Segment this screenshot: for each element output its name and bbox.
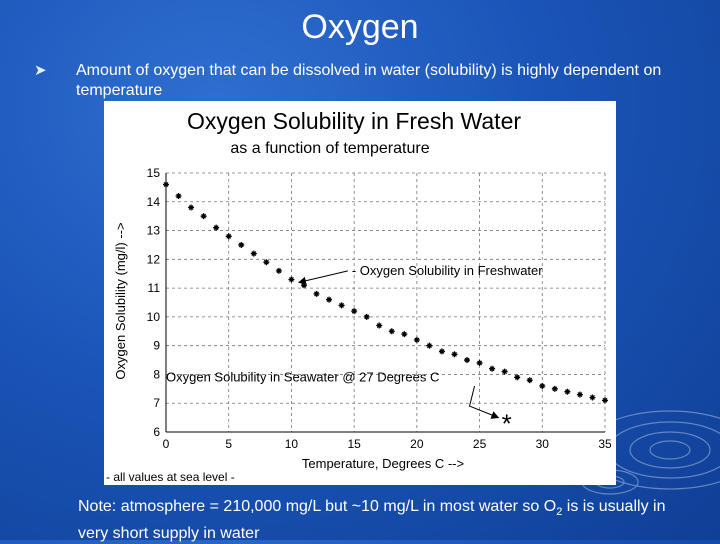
- data-point: [213, 224, 220, 231]
- data-point: [175, 193, 182, 200]
- x-tick-label: 20: [410, 437, 424, 451]
- x-tick-label: 35: [598, 437, 612, 451]
- data-point: [602, 397, 608, 404]
- data-point: [576, 391, 583, 398]
- data-point: [526, 377, 533, 384]
- chart-subtitle: as a function of temperature: [230, 140, 429, 157]
- y-tick-label: 8: [153, 367, 160, 381]
- data-point: [338, 302, 345, 309]
- data-point: [539, 382, 546, 389]
- data-point: [238, 241, 245, 248]
- data-point: [564, 388, 571, 395]
- seawater-annotation-arrow: [468, 385, 500, 419]
- data-point: [551, 385, 558, 392]
- data-point: [313, 290, 320, 297]
- data-point: [275, 267, 282, 274]
- data-point: [263, 259, 270, 266]
- data-point: [426, 342, 433, 349]
- y-tick-label: 7: [153, 396, 160, 410]
- data-point: [188, 204, 195, 211]
- tick-labels: 0 5 10 15 20 25 30 35 6 7 8 9 10 11 12 13 14 15: [147, 166, 612, 451]
- note-text-start: Note: atmosphere = 210,000 mg/L but ~10 …: [78, 498, 557, 515]
- freshwater-annotation: - Oxygen Solubility in Freshwater: [352, 263, 543, 278]
- seawater-point-marker: *: [502, 408, 512, 438]
- data-point: [250, 250, 257, 257]
- y-tick-label: 14: [147, 195, 161, 209]
- data-point: [514, 374, 521, 381]
- data-point: [300, 282, 307, 289]
- note-text-end: is is usually in very short supply in wa…: [78, 498, 666, 543]
- grid-lines: [165, 172, 606, 433]
- data-point: [351, 308, 358, 315]
- data-point: [200, 213, 207, 220]
- y-tick-label: 15: [147, 166, 161, 180]
- y-axis-label: Oxygen Solubility (mg/l) -->: [113, 222, 128, 379]
- x-tick-label: 5: [225, 437, 232, 451]
- data-point: [464, 357, 471, 364]
- chart-title: Oxygen Solubility in Fresh Water: [187, 108, 521, 134]
- x-tick-label: 30: [536, 437, 550, 451]
- freshwater-series: [163, 181, 608, 404]
- seawater-annotation: Oxygen Solubility in Seawater @ 27 Degre…: [166, 369, 439, 384]
- annotations: - Oxygen Solubility in Freshwater Oxygen …: [166, 263, 543, 439]
- data-point: [501, 368, 508, 375]
- oxygen-solubility-chart: Oxygen Solubility in Fresh Water as a fu…: [106, 108, 612, 484]
- y-tick-label: 11: [148, 281, 161, 295]
- chart-panel: Oxygen Solubility in Fresh Water as a fu…: [104, 101, 616, 485]
- arrow-bullet-icon: ➤: [34, 62, 47, 79]
- sea-level-footnote: - all values at sea level -: [106, 470, 235, 484]
- x-axis-label: Temperature, Degrees C -->: [302, 456, 464, 471]
- data-point: [451, 351, 458, 358]
- data-point: [413, 336, 420, 343]
- data-point: [489, 365, 496, 372]
- data-point: [438, 348, 445, 355]
- x-tick-label: 0: [163, 437, 170, 451]
- y-tick-label: 12: [147, 252, 161, 266]
- data-point: [401, 331, 408, 338]
- y-tick-label: 10: [147, 310, 161, 324]
- data-point: [326, 296, 333, 303]
- data-point: [476, 359, 483, 366]
- data-point: [288, 276, 295, 283]
- data-point: [388, 328, 395, 335]
- data-point: [163, 181, 169, 188]
- y-tick-label: 13: [147, 224, 161, 238]
- slide-title: Oxygen: [301, 8, 419, 46]
- x-tick-label: 25: [473, 437, 487, 451]
- x-tick-label: 15: [347, 437, 361, 451]
- freshwater-annotation-arrow: [297, 270, 348, 285]
- bullet-text: Amount of oxygen that can be dissolved i…: [76, 62, 662, 99]
- data-point: [225, 233, 232, 240]
- x-tick-label: 10: [285, 437, 299, 451]
- data-point: [363, 313, 370, 320]
- note-subscript: 2: [556, 506, 563, 519]
- data-point: [376, 322, 383, 329]
- data-point: [589, 394, 596, 401]
- y-tick-label: 6: [153, 425, 160, 439]
- footer-note: Note: atmosphere = 210,000 mg/L but ~10 …: [78, 496, 698, 544]
- y-tick-label: 9: [153, 339, 160, 353]
